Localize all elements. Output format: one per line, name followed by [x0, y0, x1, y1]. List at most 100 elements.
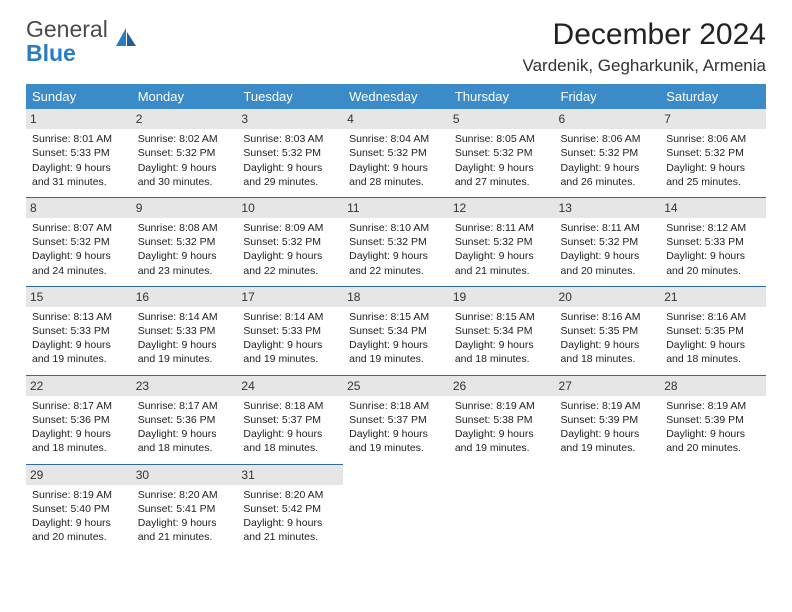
title-block: December 2024 Vardenik, Gegharkunik, Arm…	[523, 18, 766, 76]
day-info-line: Sunrise: 8:02 AM	[138, 132, 232, 146]
calendar-cell: 21Sunrise: 8:16 AMSunset: 5:35 PMDayligh…	[660, 286, 766, 375]
day-number: 22	[26, 376, 132, 396]
day-info-line: and 19 minutes.	[455, 441, 549, 455]
calendar-cell: 9Sunrise: 8:08 AMSunset: 5:32 PMDaylight…	[132, 197, 238, 286]
day-info-line: and 21 minutes.	[243, 530, 337, 544]
day-number: 20	[555, 287, 661, 307]
day-info-line: Sunset: 5:32 PM	[349, 235, 443, 249]
day-info-line: Sunrise: 8:13 AM	[32, 310, 126, 324]
day-info-line: and 23 minutes.	[138, 264, 232, 278]
day-number: 14	[660, 198, 766, 218]
calendar-cell: 16Sunrise: 8:14 AMSunset: 5:33 PMDayligh…	[132, 286, 238, 375]
weekday-header: Tuesday	[237, 84, 343, 109]
day-number: 2	[132, 109, 238, 129]
calendar-cell: 17Sunrise: 8:14 AMSunset: 5:33 PMDayligh…	[237, 286, 343, 375]
day-number: 12	[449, 198, 555, 218]
day-info-line: Sunset: 5:35 PM	[666, 324, 760, 338]
calendar-cell: 8Sunrise: 8:07 AMSunset: 5:32 PMDaylight…	[26, 197, 132, 286]
day-info-line: Sunrise: 8:09 AM	[243, 221, 337, 235]
day-number: 18	[343, 287, 449, 307]
day-info-line: and 20 minutes.	[32, 530, 126, 544]
logo-word-bottom: Blue	[26, 40, 76, 66]
day-info-line: Daylight: 9 hours	[243, 427, 337, 441]
day-info-line: Daylight: 9 hours	[561, 427, 655, 441]
logo-text: General Blue	[26, 18, 108, 66]
day-info-line: Sunrise: 8:20 AM	[138, 488, 232, 502]
calendar-cell: 1Sunrise: 8:01 AMSunset: 5:33 PMDaylight…	[26, 109, 132, 197]
day-info-line: Daylight: 9 hours	[138, 516, 232, 530]
day-info-line: Sunrise: 8:06 AM	[666, 132, 760, 146]
day-number: 13	[555, 198, 661, 218]
day-info-line: and 22 minutes.	[349, 264, 443, 278]
day-info-line: Daylight: 9 hours	[138, 161, 232, 175]
day-info-line: Sunset: 5:32 PM	[561, 146, 655, 160]
day-number: 10	[237, 198, 343, 218]
day-info-line: Daylight: 9 hours	[349, 427, 443, 441]
day-info-line: Daylight: 9 hours	[455, 249, 549, 263]
day-number: 5	[449, 109, 555, 129]
day-info-line: Daylight: 9 hours	[138, 338, 232, 352]
day-number: 23	[132, 376, 238, 396]
day-number: 29	[26, 465, 132, 485]
day-info-line: Sunset: 5:32 PM	[243, 146, 337, 160]
day-info-line: Sunrise: 8:04 AM	[349, 132, 443, 146]
day-info-line: Sunrise: 8:17 AM	[32, 399, 126, 413]
day-info-line: and 18 minutes.	[455, 352, 549, 366]
day-info-line: Sunset: 5:39 PM	[666, 413, 760, 427]
day-info-line: Daylight: 9 hours	[32, 427, 126, 441]
day-number: 7	[660, 109, 766, 129]
day-number: 26	[449, 376, 555, 396]
day-info-line: and 21 minutes.	[138, 530, 232, 544]
day-number: 3	[237, 109, 343, 129]
day-info-line: Sunrise: 8:19 AM	[561, 399, 655, 413]
month-title: December 2024	[523, 18, 766, 52]
day-info-line: Sunset: 5:33 PM	[138, 324, 232, 338]
day-info-line: Daylight: 9 hours	[455, 427, 549, 441]
day-info-line: Daylight: 9 hours	[32, 338, 126, 352]
day-info-line: Daylight: 9 hours	[349, 249, 443, 263]
weekday-header: Sunday	[26, 84, 132, 109]
day-info-line: Daylight: 9 hours	[138, 249, 232, 263]
day-info-line: Daylight: 9 hours	[32, 249, 126, 263]
day-info-line: Daylight: 9 hours	[666, 338, 760, 352]
day-info-line: Sunrise: 8:18 AM	[349, 399, 443, 413]
day-number: 24	[237, 376, 343, 396]
weekday-header: Friday	[555, 84, 661, 109]
day-info-line: and 25 minutes.	[666, 175, 760, 189]
day-info-line: and 18 minutes.	[666, 352, 760, 366]
day-info-line: and 19 minutes.	[561, 441, 655, 455]
calendar-cell: 30Sunrise: 8:20 AMSunset: 5:41 PMDayligh…	[132, 464, 238, 552]
day-info-line: Sunset: 5:32 PM	[666, 146, 760, 160]
day-info-line: Sunset: 5:32 PM	[561, 235, 655, 249]
calendar-body: 1Sunrise: 8:01 AMSunset: 5:33 PMDaylight…	[26, 109, 766, 552]
calendar-header-row: SundayMondayTuesdayWednesdayThursdayFrid…	[26, 84, 766, 109]
day-info-line: and 21 minutes.	[455, 264, 549, 278]
day-info-line: Sunset: 5:33 PM	[666, 235, 760, 249]
calendar-cell: 12Sunrise: 8:11 AMSunset: 5:32 PMDayligh…	[449, 197, 555, 286]
day-info-line: Sunrise: 8:20 AM	[243, 488, 337, 502]
calendar-cell: 6Sunrise: 8:06 AMSunset: 5:32 PMDaylight…	[555, 109, 661, 197]
calendar-cell: 13Sunrise: 8:11 AMSunset: 5:32 PMDayligh…	[555, 197, 661, 286]
day-info-line: Daylight: 9 hours	[561, 161, 655, 175]
location-text: Vardenik, Gegharkunik, Armenia	[523, 56, 766, 76]
day-number: 11	[343, 198, 449, 218]
day-number: 9	[132, 198, 238, 218]
day-info-line: Sunrise: 8:12 AM	[666, 221, 760, 235]
day-info-line: Sunset: 5:42 PM	[243, 502, 337, 516]
calendar-cell	[449, 464, 555, 552]
day-info-line: and 29 minutes.	[243, 175, 337, 189]
day-info-line: Sunset: 5:33 PM	[32, 324, 126, 338]
calendar-cell: 25Sunrise: 8:18 AMSunset: 5:37 PMDayligh…	[343, 375, 449, 464]
page-header: General Blue December 2024 Vardenik, Geg…	[26, 18, 766, 76]
day-info-line: Sunrise: 8:10 AM	[349, 221, 443, 235]
day-info-line: Daylight: 9 hours	[349, 338, 443, 352]
day-info-line: Sunrise: 8:17 AM	[138, 399, 232, 413]
day-info-line: Sunrise: 8:05 AM	[455, 132, 549, 146]
logo-word-top: General	[26, 16, 108, 42]
day-info-line: Sunrise: 8:06 AM	[561, 132, 655, 146]
day-info-line: Sunrise: 8:18 AM	[243, 399, 337, 413]
day-info-line: Sunset: 5:39 PM	[561, 413, 655, 427]
day-info-line: Daylight: 9 hours	[561, 249, 655, 263]
day-info-line: and 26 minutes.	[561, 175, 655, 189]
day-number: 28	[660, 376, 766, 396]
